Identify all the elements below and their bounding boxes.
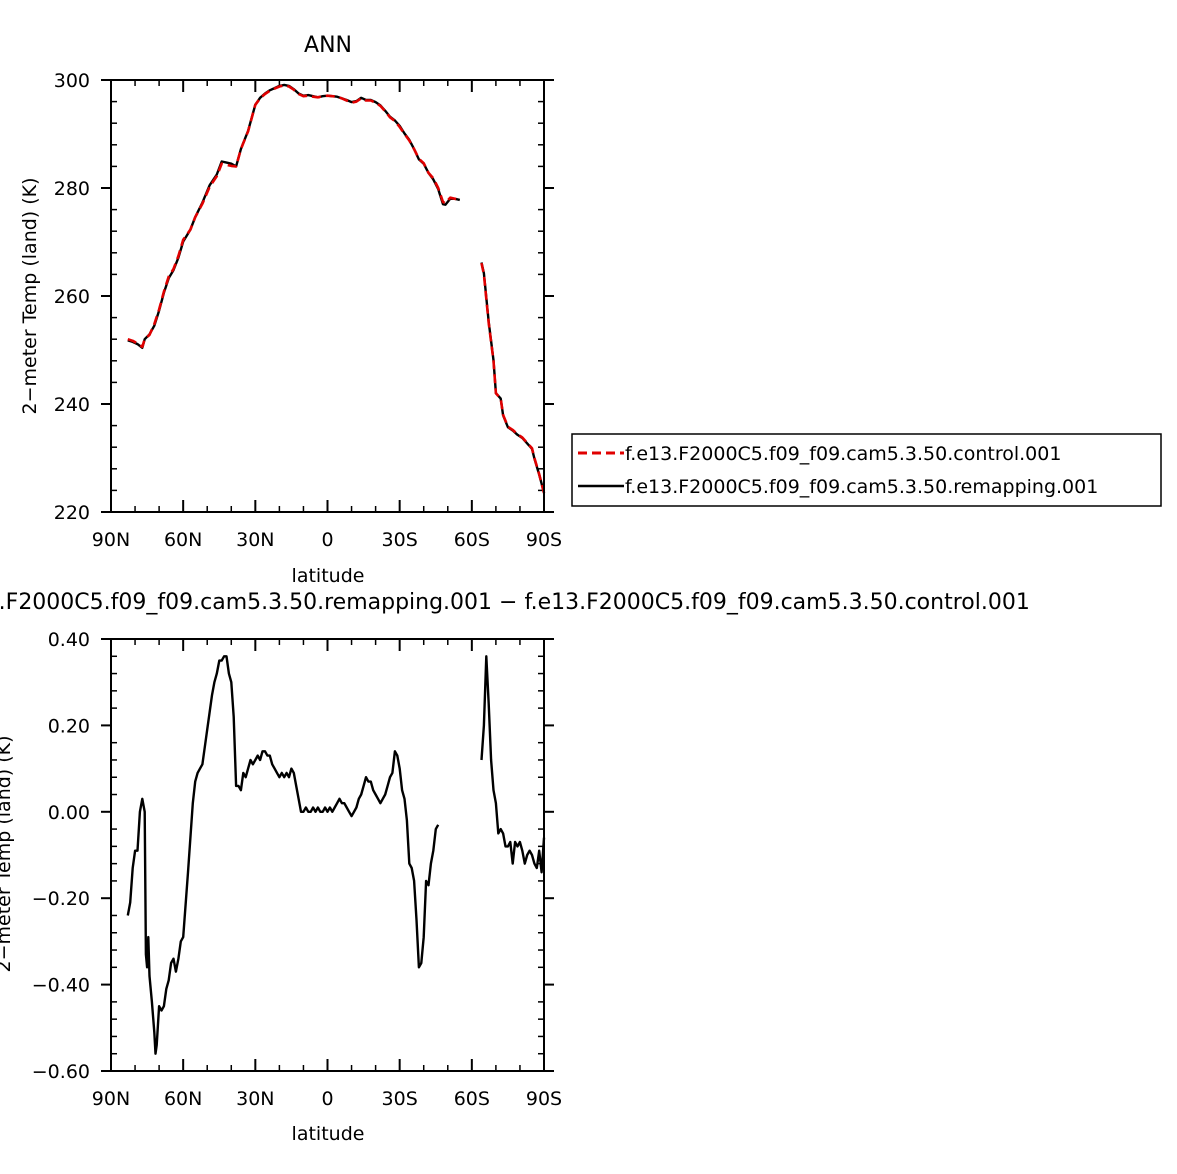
top-y-axis-label: 2−meter Temp (land) (K) bbox=[19, 177, 41, 414]
bottom-x-tick-label: 90S bbox=[526, 1088, 562, 1110]
top-chart-title: ANN bbox=[304, 33, 352, 58]
bottom-tick-marks bbox=[101, 638, 554, 1072]
bottom-y-axis-label: 2−meter Temp (land) (K) bbox=[0, 735, 15, 972]
bottom-series-0-segment-1 bbox=[480, 655, 546, 874]
panel-bottom-difference: f.e13.F2000C5.f09_f09.cam5.3.50.remappin… bbox=[0, 590, 1030, 1145]
top-series-0-segment-1 bbox=[480, 262, 546, 494]
top-y-tick-label: 300 bbox=[54, 70, 90, 92]
top-y-tick-label: 260 bbox=[54, 286, 90, 308]
top-y-tick-label: 220 bbox=[54, 502, 90, 524]
bottom-x-tick-label: 0 bbox=[321, 1088, 333, 1110]
bottom-chart-title: f.e13.F2000C5.f09_f09.cam5.3.50.remappin… bbox=[0, 590, 1030, 615]
top-x-tick-label: 60N bbox=[164, 529, 202, 551]
legend: f.e13.F2000C5.f09_f09.cam5.3.50.control.… bbox=[571, 433, 1162, 507]
bottom-y-tick-label: −0.60 bbox=[32, 1061, 90, 1083]
top-series-lines bbox=[127, 83, 546, 494]
top-tick-labels: 90N 60N 30N 0 30S 60S 90S 220 240 260 280 300 bbox=[54, 70, 562, 551]
top-x-tick-label: 30N bbox=[236, 529, 274, 551]
legend-label-control: f.e13.F2000C5.f09_f09.cam5.3.50.control.… bbox=[625, 443, 1061, 465]
top-y-tick-label: 240 bbox=[54, 394, 90, 416]
bottom-x-tick-label: 30N bbox=[236, 1088, 274, 1110]
bottom-x-tick-label: 30S bbox=[382, 1088, 418, 1110]
bottom-y-tick-label: 0.40 bbox=[48, 629, 90, 651]
top-x-tick-label: 0 bbox=[321, 529, 333, 551]
bottom-series-0-segment-0 bbox=[126, 655, 440, 1055]
bottom-y-tick-label: 0.20 bbox=[48, 715, 90, 737]
top-x-axis-label: latitude bbox=[292, 565, 365, 587]
top-x-tick-label: 90S bbox=[526, 529, 562, 551]
bottom-plot-frame bbox=[110, 638, 545, 1072]
bottom-y-tick-label: −0.40 bbox=[32, 975, 90, 997]
bottom-x-tick-label: 60N bbox=[164, 1088, 202, 1110]
top-x-tick-label: 90N bbox=[92, 529, 130, 551]
top-x-tick-label: 60S bbox=[454, 529, 490, 551]
legend-box bbox=[571, 433, 1162, 507]
top-series-1-segment-0 bbox=[127, 83, 461, 349]
top-x-tick-label: 30S bbox=[382, 529, 418, 551]
top-series-0-segment-0 bbox=[127, 84, 461, 349]
legend-label-remapping: f.e13.F2000C5.f09_f09.cam5.3.50.remappin… bbox=[625, 476, 1098, 498]
top-plot-frame bbox=[110, 79, 545, 513]
panel-top-annual-temperature: ANN 2−meter Temp (land) (K) latitude 90N… bbox=[19, 33, 562, 587]
bottom-x-tick-label: 90N bbox=[92, 1088, 130, 1110]
bottom-series-lines bbox=[126, 655, 546, 1055]
top-y-tick-label: 280 bbox=[54, 178, 90, 200]
bottom-tick-labels: 90N 60N 30N 0 30S 60S 90S −0.60 −0.40 −0.20 0.00 0.… bbox=[32, 629, 562, 1110]
bottom-x-axis-label: latitude bbox=[292, 1123, 365, 1145]
bottom-x-tick-label: 60S bbox=[454, 1088, 490, 1110]
bottom-y-tick-label: 0.00 bbox=[48, 802, 90, 824]
bottom-y-tick-label: −0.20 bbox=[32, 888, 90, 910]
